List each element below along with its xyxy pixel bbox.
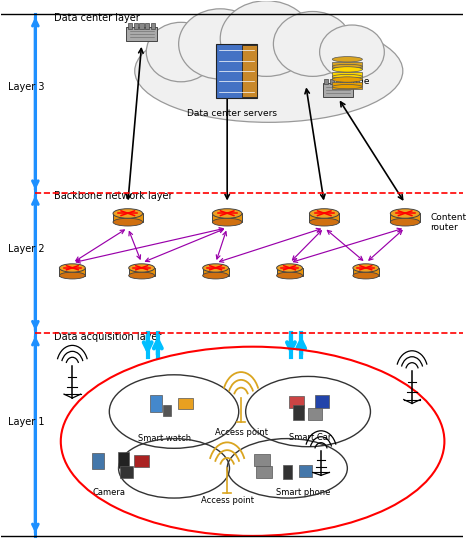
FancyBboxPatch shape xyxy=(315,395,329,408)
Ellipse shape xyxy=(220,1,313,76)
Text: Backbone network layer: Backbone network layer xyxy=(54,191,173,201)
FancyBboxPatch shape xyxy=(134,23,138,29)
FancyBboxPatch shape xyxy=(277,268,302,275)
Ellipse shape xyxy=(332,77,362,82)
FancyBboxPatch shape xyxy=(145,23,149,29)
FancyBboxPatch shape xyxy=(203,268,228,275)
FancyBboxPatch shape xyxy=(120,466,133,478)
Text: Smart Car: Smart Car xyxy=(289,433,331,442)
Ellipse shape xyxy=(353,264,379,272)
FancyBboxPatch shape xyxy=(59,268,85,275)
Ellipse shape xyxy=(203,264,228,272)
FancyBboxPatch shape xyxy=(129,268,155,275)
Text: Smart phone: Smart phone xyxy=(276,488,331,498)
FancyBboxPatch shape xyxy=(293,405,304,421)
Text: Smart watch: Smart watch xyxy=(138,434,191,443)
FancyBboxPatch shape xyxy=(336,79,340,85)
Text: Data acquisition layer: Data acquisition layer xyxy=(54,332,161,341)
FancyBboxPatch shape xyxy=(324,79,328,85)
Ellipse shape xyxy=(332,74,362,79)
FancyBboxPatch shape xyxy=(390,214,420,222)
FancyBboxPatch shape xyxy=(139,23,144,29)
FancyBboxPatch shape xyxy=(92,454,104,469)
Ellipse shape xyxy=(332,64,362,68)
Text: Access point: Access point xyxy=(215,428,267,437)
FancyBboxPatch shape xyxy=(149,395,162,412)
Ellipse shape xyxy=(179,9,262,79)
Ellipse shape xyxy=(332,85,362,89)
FancyBboxPatch shape xyxy=(332,62,362,69)
Ellipse shape xyxy=(135,20,403,122)
FancyBboxPatch shape xyxy=(353,268,379,275)
FancyBboxPatch shape xyxy=(178,397,193,409)
Ellipse shape xyxy=(146,22,216,82)
Text: Access point: Access point xyxy=(201,496,254,506)
Text: Layer 3: Layer 3 xyxy=(8,82,44,92)
Ellipse shape xyxy=(59,264,85,272)
FancyBboxPatch shape xyxy=(118,453,129,468)
Ellipse shape xyxy=(113,209,143,218)
FancyBboxPatch shape xyxy=(212,214,242,222)
FancyBboxPatch shape xyxy=(332,72,362,79)
Ellipse shape xyxy=(390,209,420,218)
FancyBboxPatch shape xyxy=(299,465,312,477)
FancyBboxPatch shape xyxy=(242,45,256,97)
Ellipse shape xyxy=(203,272,228,279)
FancyBboxPatch shape xyxy=(127,27,157,41)
FancyBboxPatch shape xyxy=(289,396,304,408)
FancyBboxPatch shape xyxy=(308,408,322,420)
Ellipse shape xyxy=(212,209,242,218)
Ellipse shape xyxy=(129,272,155,279)
FancyBboxPatch shape xyxy=(163,405,172,416)
FancyBboxPatch shape xyxy=(216,44,257,98)
FancyBboxPatch shape xyxy=(323,83,353,97)
FancyBboxPatch shape xyxy=(151,23,155,29)
Ellipse shape xyxy=(277,272,302,279)
Ellipse shape xyxy=(332,56,362,62)
Ellipse shape xyxy=(390,218,420,226)
Ellipse shape xyxy=(310,209,339,218)
Ellipse shape xyxy=(273,11,352,76)
FancyBboxPatch shape xyxy=(330,79,334,85)
FancyBboxPatch shape xyxy=(310,214,339,222)
Text: Layer 1: Layer 1 xyxy=(8,417,44,428)
Text: Data center layer: Data center layer xyxy=(54,12,140,23)
FancyBboxPatch shape xyxy=(134,455,149,467)
Text: Content
router: Content router xyxy=(430,212,467,232)
Ellipse shape xyxy=(332,67,362,72)
FancyBboxPatch shape xyxy=(254,454,270,466)
Text: Camera: Camera xyxy=(93,488,126,498)
Ellipse shape xyxy=(212,218,242,226)
Ellipse shape xyxy=(319,25,384,79)
Text: Storage: Storage xyxy=(334,78,370,87)
FancyBboxPatch shape xyxy=(342,79,346,85)
Ellipse shape xyxy=(353,272,379,279)
Ellipse shape xyxy=(277,264,302,272)
FancyBboxPatch shape xyxy=(283,465,292,479)
Ellipse shape xyxy=(310,218,339,226)
Ellipse shape xyxy=(59,272,85,279)
Ellipse shape xyxy=(113,218,143,226)
FancyBboxPatch shape xyxy=(128,23,132,29)
Ellipse shape xyxy=(129,264,155,272)
FancyBboxPatch shape xyxy=(113,214,143,222)
FancyBboxPatch shape xyxy=(256,466,272,478)
Text: Layer 2: Layer 2 xyxy=(8,244,44,254)
Text: Data center servers: Data center servers xyxy=(187,109,277,118)
FancyBboxPatch shape xyxy=(332,82,362,89)
FancyBboxPatch shape xyxy=(347,79,351,85)
